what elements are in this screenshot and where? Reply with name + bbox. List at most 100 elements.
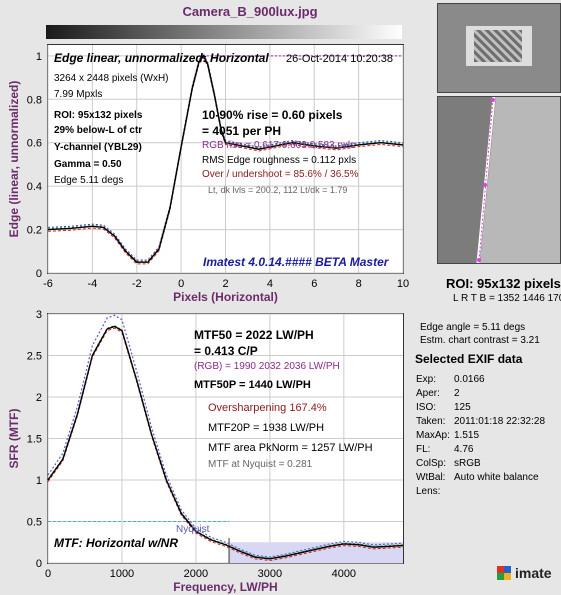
mtf-red-line <box>47 327 404 562</box>
exif-value: 0.0166 <box>454 374 485 385</box>
gamma-label: Gamma = 0.50 <box>54 159 122 170</box>
edge-crop-image <box>437 96 561 264</box>
edge-plot-date: 26-Oct-2014 10:20:38 <box>286 53 394 65</box>
x-tick-label: 8 <box>356 278 362 290</box>
edge-plot: -6 -4 -2 0 2 4 6 8 10 0 0.2 0.4 0.6 0.8 1 Pixels (Horiz… <box>7 44 409 304</box>
roi-position: 29% below-L of ctr <box>54 125 143 136</box>
exif-value: 2 <box>454 388 460 399</box>
y-axis-label: Edge (linear, unnormalized) <box>7 81 21 238</box>
edge-angle-info: Edge angle = 5.11 degs <box>420 322 526 333</box>
exif-value: 125 <box>454 402 471 413</box>
exif-key: ColSp: <box>416 458 447 469</box>
exif-key: MaxAp: <box>416 430 450 441</box>
edge-marker-mid <box>483 183 487 187</box>
y-tick-label: 1 <box>36 475 42 487</box>
mtf50-rgb: (RGB) = 1990 2032 2036 LW/PH <box>194 361 340 372</box>
y-tick-label: 0.6 <box>27 138 42 150</box>
edge-fit-line <box>478 98 494 262</box>
exif-value: sRGB <box>454 458 481 469</box>
x-tick-label: -6 <box>43 278 53 290</box>
chart-contrast-info: Estm. chart contrast = 3.21 <box>420 335 540 346</box>
exif-value: 2011:01:18 22:32:28 <box>454 416 546 427</box>
y-tick-label: 0 <box>36 268 42 280</box>
rise-label: 10-90% rise = 0.60 pixels <box>202 108 343 122</box>
mtf50-cp: = 0.413 C/P <box>194 344 258 358</box>
imatest-logo: imate <box>497 563 557 585</box>
light-region <box>480 97 560 263</box>
y-axis-label: SFR (MTF) <box>7 409 21 469</box>
overshoot: Over / undershoot = 85.6% / 36.5% <box>202 169 359 180</box>
exif-key: FL: <box>416 444 431 455</box>
y-tick-label: 1.5 <box>27 434 42 446</box>
y-tick-label: 2 <box>36 392 42 404</box>
exif-key: Lens: <box>416 486 441 497</box>
mtf-nyquist-label: MTF at Nyquist = 0.281 <box>208 459 313 470</box>
x-axis-label: Frequency, LW/PH <box>173 580 277 594</box>
image-size: 3264 x 2448 pixels (WxH) <box>54 73 169 84</box>
image-title: Camera_B_900lux.jpg <box>182 4 318 19</box>
x-tick-label: 2000 <box>184 568 208 580</box>
y-tick-label: 0 <box>36 558 42 570</box>
edge-roughness: RMS Edge roughness = 0.112 pxls <box>202 155 357 166</box>
x-tick-label: 4 <box>267 278 273 290</box>
mtf-plot: 0 1000 2000 3000 4000 0 0.5 1 1.5 2 2.5 3 Frequency,… <box>7 309 404 594</box>
nyquist-label: Nyquist <box>176 524 210 535</box>
y-tick-label: 1 <box>36 51 42 63</box>
exif-key: Exp: <box>416 374 437 385</box>
exif-value: Auto white balance <box>454 472 539 483</box>
y-tick-label: 0.8 <box>27 94 42 106</box>
chart-pattern <box>474 30 522 62</box>
mtf50-label: MTF50 = 2022 LW/PH <box>194 328 314 342</box>
exif-key: Taken: <box>416 416 446 427</box>
x-tick-label: 4000 <box>332 568 356 580</box>
x-tick-label: -4 <box>87 278 97 290</box>
exif-key: ISO: <box>416 402 437 413</box>
edge-marker-bottom <box>477 258 481 262</box>
edge-marker-top <box>491 98 495 102</box>
software-watermark: Imatest 4.0.14.#### BETA Master <box>203 255 389 269</box>
mtf20p-label: MTF20P = 1938 LW/PH <box>208 422 325 434</box>
y-tick-label: 0.5 <box>27 517 42 529</box>
channel-label: Y-channel (YBL29) <box>54 142 142 153</box>
chart-image <box>466 26 532 66</box>
edge-plot-title: Edge linear, unnormalized: Horizontal <box>54 51 269 65</box>
edge-luminance-line <box>47 54 404 263</box>
mtf-green-line <box>47 325 404 559</box>
x-tick-label: 6 <box>311 278 317 290</box>
y-tick-label: 2.5 <box>27 351 42 363</box>
roi-label: ROI: 95x132 pixels <box>446 276 561 291</box>
mtf-luminance-line <box>47 325 404 560</box>
grayscale-bar <box>46 25 402 39</box>
roi-size: ROI: 95x132 pixels <box>54 110 143 121</box>
exif-value: 4.76 <box>454 444 474 455</box>
exif-key: WtBal: <box>416 472 446 483</box>
x-axis-label: Pixels (Horizontal) <box>173 290 278 304</box>
x-tick-label: -2 <box>132 278 142 290</box>
logo-text: imate <box>515 565 552 581</box>
edge-angle-label: Edge 5.11 degs <box>54 175 124 186</box>
light-dark-levels: Lt, dk lvls = 200.2, 112 Lt/dk = 1.79 <box>208 185 348 195</box>
y-tick-label: 3 <box>36 309 42 321</box>
x-tick-label: 10 <box>397 278 409 290</box>
y-tick-label: 0.4 <box>27 181 42 193</box>
roi-thumbnail <box>437 3 561 93</box>
mtf50p-label: MTF50P = 1440 LW/PH <box>194 379 311 391</box>
logo-mark-icon <box>497 566 511 580</box>
exif-title: Selected EXIF data <box>415 352 523 366</box>
exif-key: Aper: <box>416 388 440 399</box>
y-tick-label: 0.2 <box>27 225 42 237</box>
mtf-area-label: MTF area PkNorm = 1257 LW/PH <box>208 442 373 454</box>
oversharpening-label: Oversharpening 167.4% <box>208 402 327 414</box>
x-tick-label: 3000 <box>258 568 282 580</box>
x-tick-label: 1000 <box>110 568 134 580</box>
edge-blue-line <box>47 52 404 261</box>
mtf-chart-svg: 0 1000 2000 3000 4000 0 0.5 1 1.5 2 2.5 3 Frequency,… <box>7 309 404 594</box>
x-tick-label: 0 <box>45 568 51 580</box>
rgb-rise: RGB rise = 0.617 0.603 0.583 pxls <box>202 140 356 151</box>
edge-red-line <box>47 56 404 265</box>
exif-value: 1.515 <box>454 430 480 441</box>
mtf-legend: MTF: Horizontal w/NR <box>54 536 178 550</box>
x-tick-label: 2 <box>222 278 228 290</box>
nyquist-region <box>229 542 403 563</box>
roi-lrtb: L R T B = 1352 1446 1702 <box>453 293 561 304</box>
